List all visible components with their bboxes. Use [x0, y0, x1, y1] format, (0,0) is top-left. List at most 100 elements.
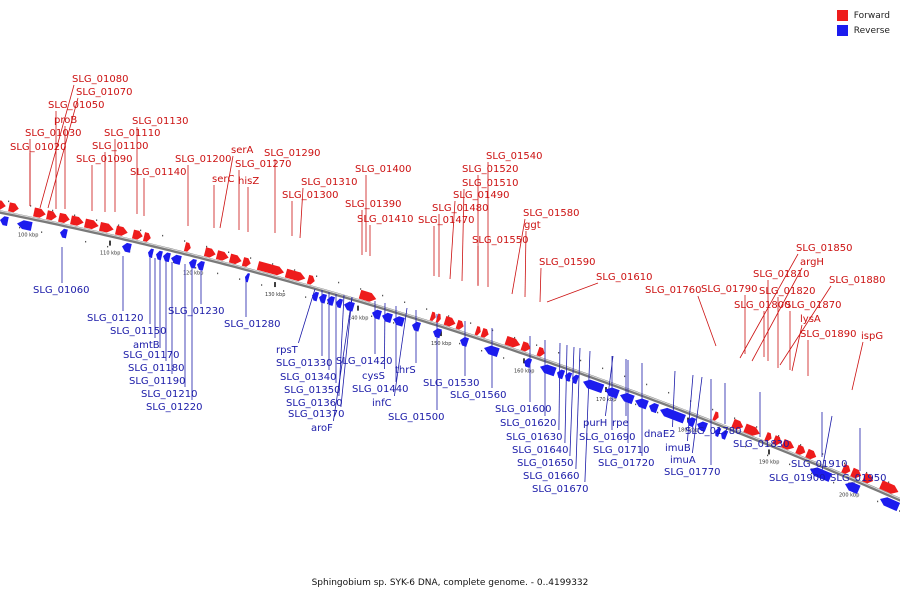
reverse-gene-label[interactable]: SLG_01640: [512, 445, 568, 456]
reverse-gene-label[interactable]: SLG_01440: [352, 384, 408, 395]
forward-gene-arrow[interactable]: [435, 313, 443, 324]
forward-gene-arrow[interactable]: [98, 221, 115, 234]
reverse-gene-label[interactable]: SLG_01630: [506, 432, 562, 443]
reverse-gene-arrow[interactable]: [539, 363, 557, 377]
forward-gene-arrow[interactable]: [536, 346, 547, 358]
reverse-gene-arrow[interactable]: [685, 416, 697, 428]
forward-gene-arrow[interactable]: [8, 202, 20, 213]
reverse-gene-label[interactable]: SLG_01060: [33, 285, 89, 296]
forward-gene-arrow[interactable]: [58, 212, 71, 224]
reverse-gene-label[interactable]: amtB: [133, 340, 160, 351]
forward-gene-label[interactable]: SLG_01820: [759, 286, 815, 297]
forward-gene-arrow[interactable]: [879, 480, 900, 496]
forward-gene-label[interactable]: SLG_01550: [472, 235, 528, 246]
reverse-gene-label[interactable]: SLG_01120: [87, 313, 143, 324]
forward-gene-label[interactable]: SLG_01870: [785, 300, 841, 311]
forward-gene-label[interactable]: SLG_01020: [10, 142, 66, 153]
reverse-gene-label[interactable]: thrS: [395, 365, 416, 376]
reverse-gene-label[interactable]: SLG_01220: [146, 402, 202, 413]
reverse-gene-label[interactable]: SLG_01280: [224, 319, 280, 330]
forward-gene-arrow[interactable]: [764, 432, 773, 443]
reverse-gene-label[interactable]: imuA: [670, 455, 696, 466]
forward-gene-arrow[interactable]: [504, 335, 522, 349]
forward-gene-label[interactable]: SLG_01760: [645, 285, 701, 296]
reverse-gene-arrow[interactable]: [618, 391, 635, 405]
reverse-gene-arrow[interactable]: [392, 315, 405, 327]
forward-gene-label[interactable]: SLG_01610: [596, 272, 652, 283]
forward-gene-label[interactable]: ispG: [861, 331, 883, 342]
reverse-gene-arrow[interactable]: [713, 427, 722, 438]
reverse-gene-label[interactable]: rpe: [612, 418, 629, 429]
forward-gene-arrow[interactable]: [0, 199, 7, 211]
forward-gene-label[interactable]: ggt: [524, 220, 541, 231]
reverse-gene-label[interactable]: SLG_01600: [495, 404, 551, 415]
reverse-gene-label[interactable]: SLG_01910: [791, 459, 847, 470]
reverse-gene-label[interactable]: SLG_01210: [141, 389, 197, 400]
forward-gene-arrow[interactable]: [306, 274, 316, 286]
reverse-gene-arrow[interactable]: [335, 298, 344, 309]
forward-gene-arrow[interactable]: [203, 247, 217, 258]
reverse-gene-arrow[interactable]: [411, 321, 421, 332]
forward-gene-label[interactable]: SLG_01270: [235, 159, 291, 170]
forward-gene-arrow[interactable]: [781, 438, 796, 452]
reverse-gene-label[interactable]: SLG_01190: [129, 376, 185, 387]
forward-gene-arrow[interactable]: [520, 341, 532, 352]
reverse-gene-arrow[interactable]: [523, 357, 533, 368]
reverse-gene-label[interactable]: SLG_01900: [769, 473, 825, 484]
forward-gene-label[interactable]: SLG_01590: [539, 257, 595, 268]
forward-gene-label[interactable]: SLG_01200: [175, 154, 231, 165]
forward-gene-label[interactable]: SLG_01090: [76, 154, 132, 165]
forward-gene-label[interactable]: SLG_01800: [734, 300, 790, 311]
reverse-gene-arrow[interactable]: [459, 336, 469, 347]
reverse-gene-label[interactable]: dnaE2: [644, 429, 676, 440]
reverse-gene-arrow[interactable]: [244, 273, 251, 283]
forward-gene-label[interactable]: SLG_01030: [25, 128, 81, 139]
reverse-gene-label[interactable]: imuB: [665, 443, 691, 454]
reverse-gene-label[interactable]: SLG_01650: [517, 458, 573, 469]
reverse-gene-label[interactable]: cysS: [362, 371, 385, 382]
reverse-gene-arrow[interactable]: [808, 465, 833, 482]
reverse-gene-label[interactable]: SLG_01370: [288, 409, 344, 420]
reverse-gene-label[interactable]: SLG_01690: [579, 432, 635, 443]
forward-gene-arrow[interactable]: [850, 467, 863, 480]
forward-gene-label[interactable]: SLG_01110: [104, 128, 160, 139]
reverse-gene-label[interactable]: SLG_01660: [523, 471, 579, 482]
reverse-gene-label[interactable]: SLG_01500: [388, 412, 444, 423]
reverse-gene-label[interactable]: SLG_01950: [830, 473, 886, 484]
reverse-gene-label[interactable]: infC: [372, 398, 392, 409]
reverse-gene-arrow[interactable]: [581, 378, 605, 394]
reverse-gene-arrow[interactable]: [343, 300, 355, 312]
forward-gene-label[interactable]: SLG_01100: [92, 141, 148, 152]
reverse-gene-label[interactable]: SLG_01420: [336, 356, 392, 367]
forward-gene-label[interactable]: SLG_01540: [486, 151, 542, 162]
forward-gene-label[interactable]: SLG_01290: [264, 148, 320, 159]
reverse-gene-arrow[interactable]: [147, 248, 154, 259]
reverse-gene-arrow[interactable]: [371, 308, 382, 320]
reverse-gene-label[interactable]: SLG_01150: [110, 326, 166, 337]
reverse-gene-arrow[interactable]: [878, 495, 900, 512]
forward-gene-label[interactable]: serA: [231, 145, 253, 156]
forward-gene-arrow[interactable]: [443, 316, 457, 328]
forward-gene-arrow[interactable]: [358, 289, 378, 303]
reverse-gene-arrow[interactable]: [0, 216, 9, 226]
reverse-gene-label[interactable]: SLG_01350: [284, 385, 340, 396]
reverse-gene-arrow[interactable]: [381, 312, 393, 324]
forward-gene-arrow[interactable]: [131, 229, 144, 241]
reverse-gene-label[interactable]: SLG_01830: [733, 439, 789, 450]
reverse-gene-label[interactable]: SLG_01670: [532, 484, 588, 495]
forward-gene-label[interactable]: SLG_01850: [796, 243, 852, 254]
reverse-gene-label[interactable]: SLG_01230: [168, 306, 224, 317]
forward-gene-arrow[interactable]: [114, 225, 129, 237]
forward-gene-label[interactable]: SLG_01310: [301, 177, 357, 188]
reverse-gene-label[interactable]: SLG_01620: [500, 418, 556, 429]
reverse-gene-label[interactable]: SLG_01560: [450, 390, 506, 401]
reverse-gene-label[interactable]: SLG_01780: [685, 426, 741, 437]
reverse-gene-label[interactable]: SLG_01330: [276, 358, 332, 369]
forward-gene-label[interactable]: SLG_01050: [48, 100, 104, 111]
forward-gene-label[interactable]: lysA: [800, 314, 821, 325]
forward-gene-arrow[interactable]: [772, 435, 783, 446]
reverse-gene-arrow[interactable]: [326, 295, 335, 306]
forward-gene-arrow[interactable]: [429, 311, 437, 322]
forward-gene-arrow[interactable]: [241, 257, 252, 268]
reverse-gene-label[interactable]: SLG_01170: [123, 350, 179, 361]
